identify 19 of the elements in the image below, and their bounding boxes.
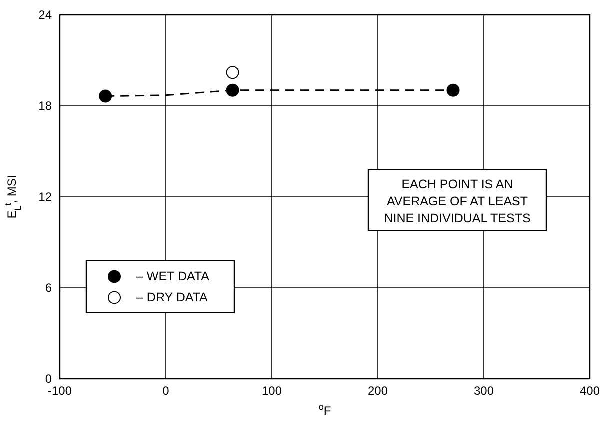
- point: [226, 66, 240, 80]
- x-tick-label: -100: [48, 384, 72, 398]
- point: [226, 84, 240, 97]
- x-axis-title: $^{o}$F: [318, 402, 332, 418]
- x-tick-label: 300: [474, 384, 494, 398]
- x-tick-label: 0: [162, 384, 170, 398]
- x-tick-label: 400: [580, 384, 600, 398]
- y-tick-label: 0: [45, 372, 52, 386]
- y-tick-label: 12: [38, 190, 52, 204]
- y-tick-label: 18: [38, 99, 52, 113]
- x-tick-label: 200: [368, 384, 388, 398]
- y-tick-label: 6: [45, 281, 52, 295]
- x-tick-label: 100: [262, 384, 282, 398]
- point: [446, 84, 460, 97]
- point: [99, 90, 112, 103]
- y-tick-label: 24: [38, 8, 52, 22]
- annotation: EACH POINT IS AN AVERAGE OF AT LEAST NINE INDIVIDUAL TESTS: [384, 178, 531, 226]
- legend-label: – DRY DATA: [136, 290, 208, 305]
- legend-label: – WET DATA: [136, 270, 210, 284]
